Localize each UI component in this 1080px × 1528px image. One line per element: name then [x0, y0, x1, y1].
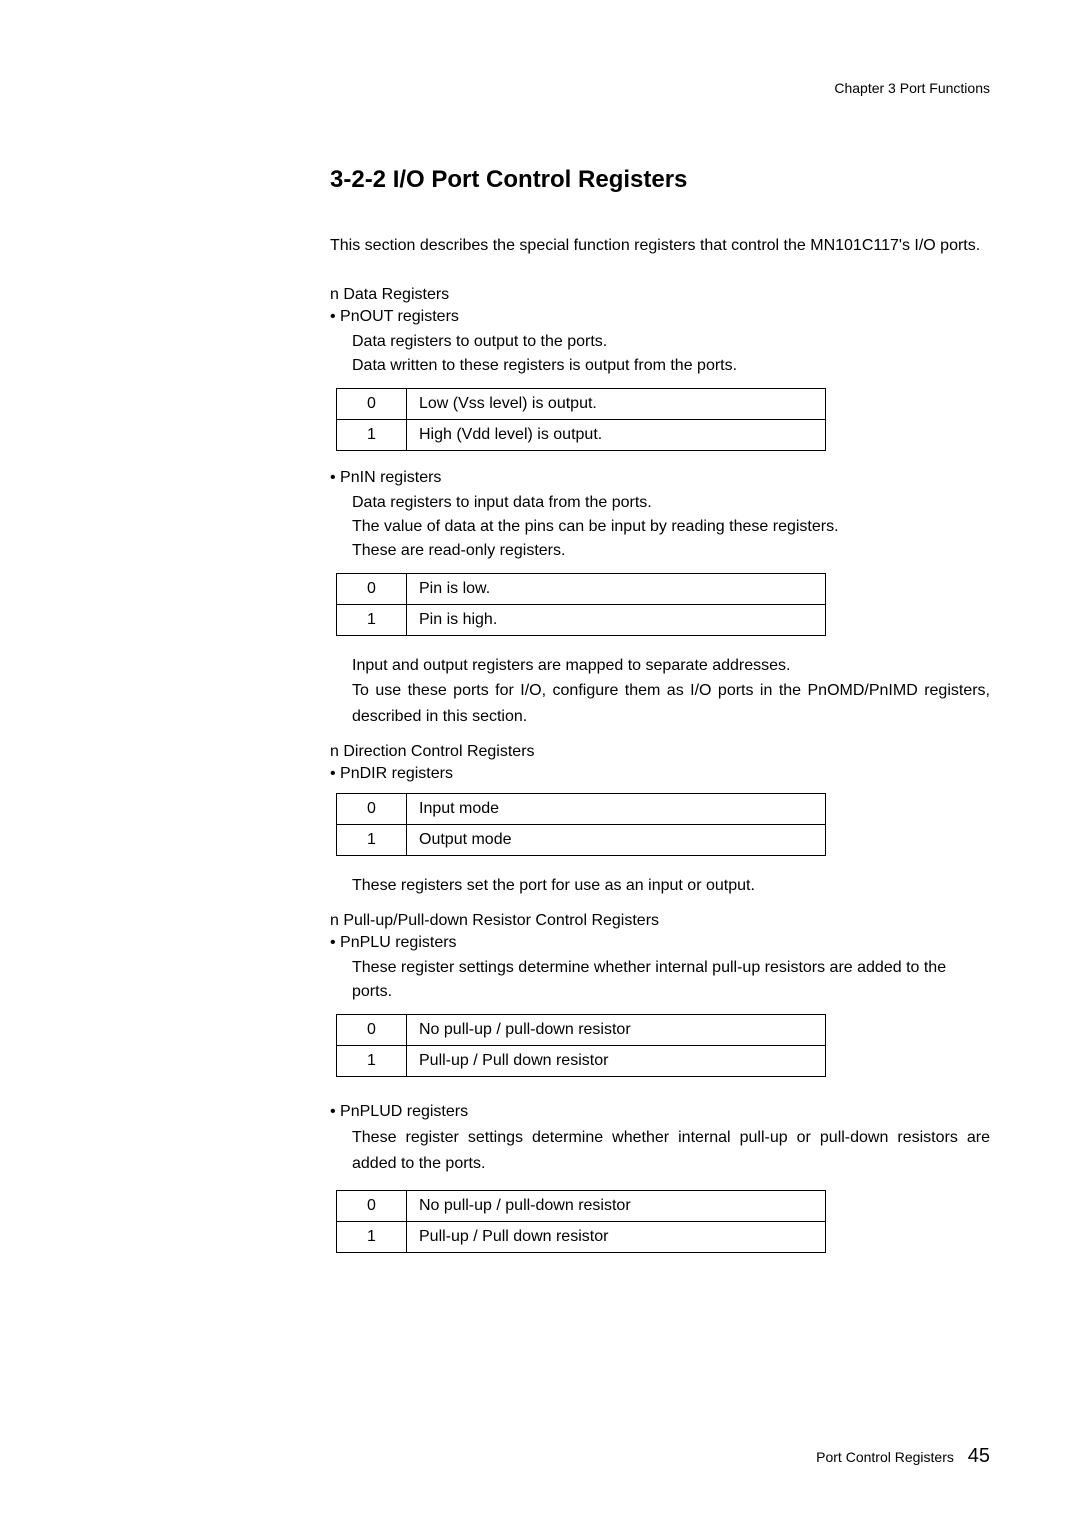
cell-val: High (Vdd level) is output.: [407, 420, 826, 451]
cell-val: No pull-up / pull-down resistor: [407, 1015, 826, 1046]
pnplud-table: 0 No pull-up / pull-down resistor 1 Pull…: [336, 1190, 826, 1253]
cell-val: Pull-up / Pull down resistor: [407, 1046, 826, 1077]
pnout-title: • PnOUT registers: [330, 308, 990, 326]
pnin-line2: The value of data at the pins can be inp…: [352, 515, 990, 539]
pndir-table: 0 Input mode 1 Output mode: [336, 793, 826, 856]
table-row: 0 No pull-up / pull-down resistor: [337, 1015, 826, 1046]
section-title: 3-2-2 I/O Port Control Registers: [330, 166, 990, 194]
pnplu-title: • PnPLU registers: [330, 934, 990, 952]
table-row: 0 Pin is low.: [337, 574, 826, 605]
pnin-line1: Data registers to input data from the po…: [352, 491, 990, 515]
page-container: Chapter 3 Port Functions 3-2-2 I/O Port …: [0, 0, 1080, 1331]
pnin-title: • PnIN registers: [330, 469, 990, 487]
pullup-heading: n Pull-up/Pull-down Resistor Control Reg…: [330, 912, 990, 930]
cell-key: 1: [337, 825, 407, 856]
cell-val: Input mode: [407, 794, 826, 825]
pndir-title: • PnDIR registers: [330, 765, 990, 783]
cell-key: 1: [337, 1222, 407, 1253]
table-row: 1 Pull-up / Pull down resistor: [337, 1222, 826, 1253]
cell-val: Low (Vss level) is output.: [407, 389, 826, 420]
chapter-header: Chapter 3 Port Functions: [90, 80, 990, 96]
cell-val: No pull-up / pull-down resistor: [407, 1191, 826, 1222]
pnin-after1: Input and output registers are mapped to…: [352, 654, 990, 678]
cell-val: Pull-up / Pull down resistor: [407, 1222, 826, 1253]
table-row: 0 No pull-up / pull-down resistor: [337, 1191, 826, 1222]
table-row: 0 Low (Vss level) is output.: [337, 389, 826, 420]
data-registers-heading: n Data Registers: [330, 286, 990, 304]
table-row: 1 Output mode: [337, 825, 826, 856]
table-row: 1 Pin is high.: [337, 605, 826, 636]
pnin-line3: These are read-only registers.: [352, 539, 990, 563]
pnin-table: 0 Pin is low. 1 Pin is high.: [336, 573, 826, 636]
footer-label: Port Control Registers: [816, 1449, 954, 1465]
footer-page-number: 45: [968, 1445, 990, 1467]
cell-key: 0: [337, 1015, 407, 1046]
cell-val: Pin is low.: [407, 574, 826, 605]
direction-heading: n Direction Control Registers: [330, 743, 990, 761]
pnout-line2: Data written to these registers is outpu…: [352, 354, 990, 378]
pnout-line1: Data registers to output to the ports.: [352, 330, 990, 354]
table-row: 1 High (Vdd level) is output.: [337, 420, 826, 451]
pnplu-line1: These register settings determine whethe…: [352, 956, 990, 1004]
cell-key: 1: [337, 605, 407, 636]
pnplud-line1: These register settings determine whethe…: [352, 1125, 990, 1176]
pndir-after: These registers set the port for use as …: [352, 874, 990, 898]
cell-key: 0: [337, 1191, 407, 1222]
cell-val: Pin is high.: [407, 605, 826, 636]
spacer: [330, 1095, 990, 1103]
table-row: 1 Pull-up / Pull down resistor: [337, 1046, 826, 1077]
cell-key: 1: [337, 1046, 407, 1077]
pnin-after2: To use these ports for I/O, configure th…: [352, 678, 990, 729]
page-footer: Port Control Registers 45: [816, 1445, 990, 1468]
cell-key: 0: [337, 794, 407, 825]
pnplud-title: • PnPLUD registers: [330, 1103, 990, 1121]
cell-key: 1: [337, 420, 407, 451]
pnout-table: 0 Low (Vss level) is output. 1 High (Vdd…: [336, 388, 826, 451]
table-row: 0 Input mode: [337, 794, 826, 825]
content-area: 3-2-2 I/O Port Control Registers This se…: [330, 166, 990, 1253]
intro-text: This section describes the special funct…: [330, 234, 990, 258]
cell-key: 0: [337, 389, 407, 420]
cell-key: 0: [337, 574, 407, 605]
pnplu-table: 0 No pull-up / pull-down resistor 1 Pull…: [336, 1014, 826, 1077]
cell-val: Output mode: [407, 825, 826, 856]
